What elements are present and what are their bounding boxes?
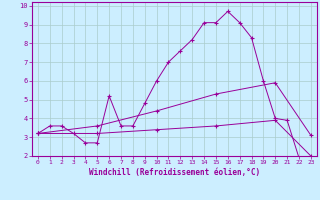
X-axis label: Windchill (Refroidissement éolien,°C): Windchill (Refroidissement éolien,°C) — [89, 168, 260, 177]
